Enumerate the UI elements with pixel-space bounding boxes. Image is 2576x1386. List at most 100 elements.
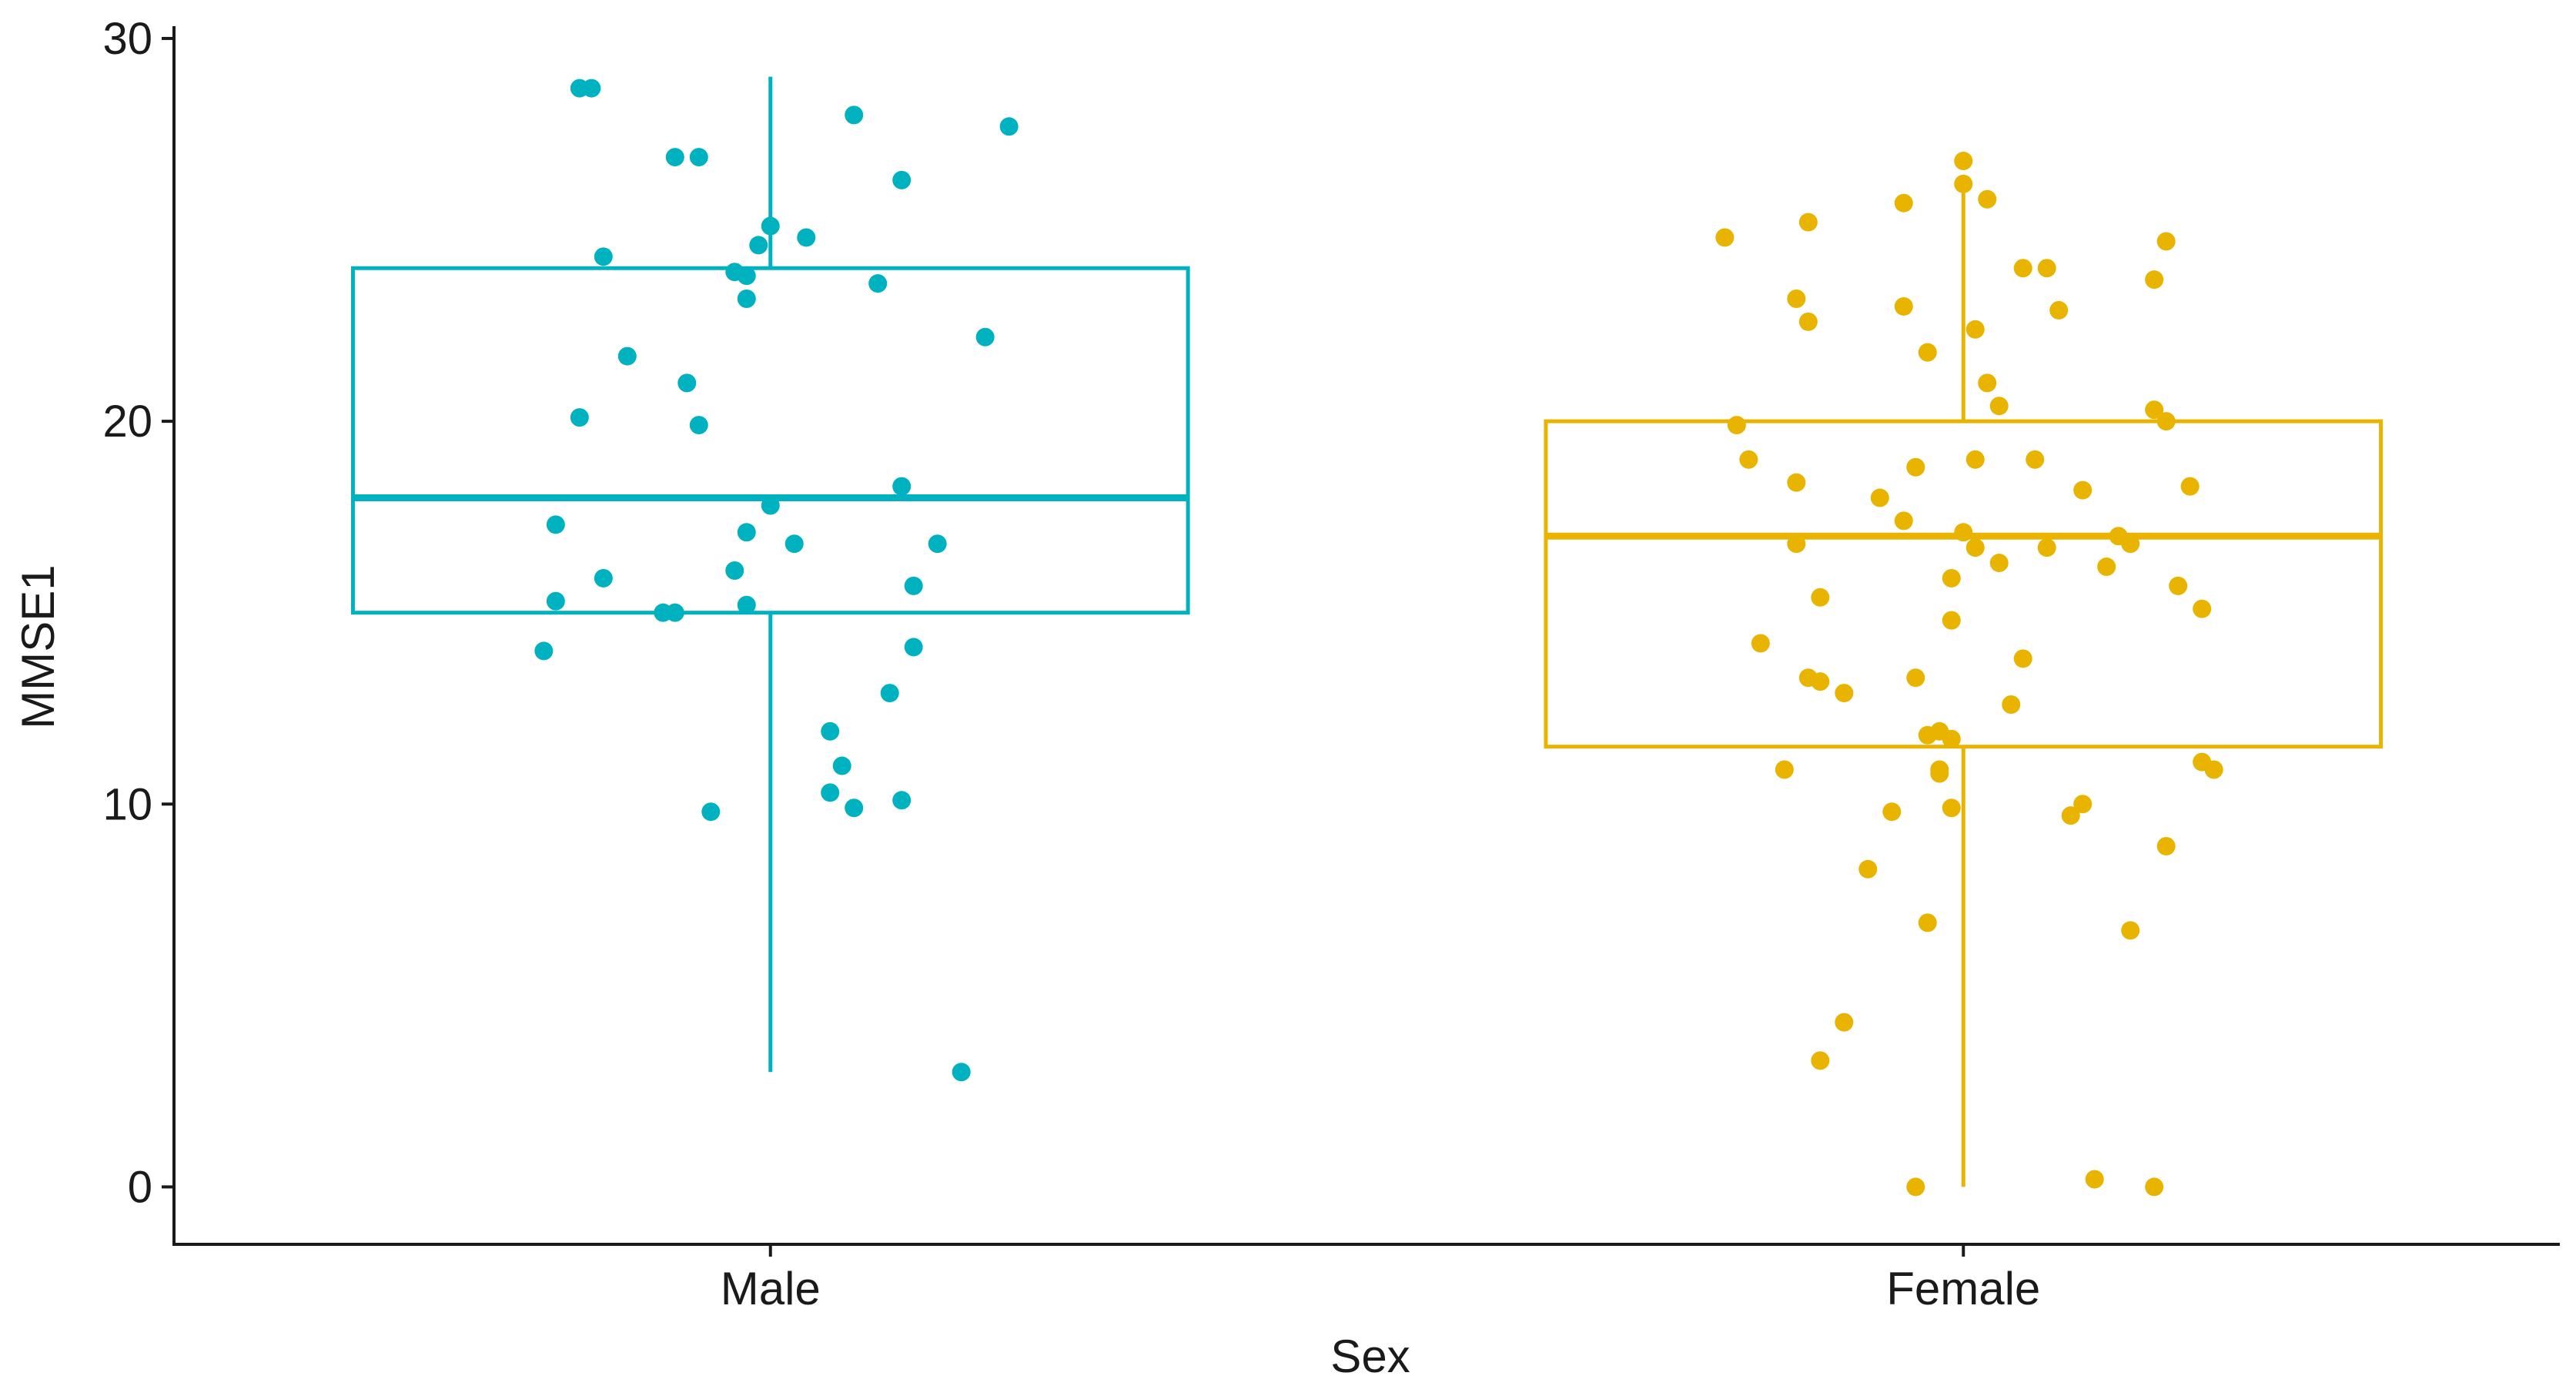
data-point [797,228,816,247]
data-point [845,798,864,818]
data-point [737,266,756,286]
data-point [570,408,589,427]
data-point [1989,397,2009,416]
data-point [2156,232,2176,251]
data-point [1906,668,1925,688]
data-point [1954,174,1973,193]
data-point [749,236,768,255]
data-point [1906,457,1925,477]
data-point [582,79,601,98]
plot-area [350,76,2384,1197]
data-point [701,802,721,822]
data-point [677,373,697,393]
data-point [737,523,756,542]
data-point [546,591,565,611]
data-point [2073,480,2093,500]
data-point [928,534,947,554]
x-tick-label: Male [721,1263,821,1314]
data-point [654,603,673,622]
x-tick-label: Female [1886,1263,2040,1314]
data-point [2061,806,2080,825]
data-point [617,346,637,366]
data-point [2002,695,2021,715]
data-point [1882,802,1902,822]
data-point [2180,477,2200,496]
data-point [1835,684,1854,703]
data-point [2145,1177,2164,1197]
data-point [2145,400,2164,420]
x-axis-title: Sex [1330,1331,1410,1382]
data-point [1811,1051,1830,1070]
data-point [1787,473,1806,492]
data-point [2013,649,2032,668]
data-point [892,791,912,810]
data-point [904,576,923,595]
data-point [1811,672,1830,691]
data-point [2169,576,2188,595]
data-point [1870,488,1889,507]
data-point [1906,1177,1925,1197]
data-point [1835,1013,1854,1032]
data-point [2121,534,2140,554]
data-point [761,496,780,515]
data-point [785,534,804,554]
data-point [737,290,756,309]
data-point [880,684,899,703]
data-point [1965,538,1985,557]
data-point [1715,228,1735,247]
data-point [999,117,1019,136]
data-point [1798,213,1818,232]
data-point [1918,913,1937,932]
data-point [1954,523,1973,542]
data-point [2037,538,2056,557]
data-point [594,247,613,266]
data-point [2026,450,2045,469]
data-point [1918,725,1937,745]
data-point [1942,611,1961,630]
data-point [975,327,995,346]
data-point [845,105,864,125]
data-point [2156,836,2176,855]
y-tick-label: 20 [102,397,152,447]
y-tick-label: 0 [128,1162,152,1212]
data-point [665,148,684,167]
data-point [2085,1170,2104,1189]
data-point [2193,599,2212,618]
data-point [1787,534,1806,554]
data-point [1811,588,1830,607]
data-point [534,641,554,661]
data-point [2073,795,2093,814]
data-point [2121,921,2140,940]
data-point [2037,259,2056,278]
data-point [1989,554,2009,573]
y-tick-label: 10 [102,779,152,829]
data-point [1942,798,1961,818]
data-point [892,477,912,496]
data-point [892,170,912,189]
y-axis-title: MMSE1 [12,564,64,728]
data-point [594,568,613,588]
group-female [1544,152,2384,1197]
y-tick-label: 30 [102,14,152,64]
data-point [1894,193,1913,213]
data-point [761,216,780,236]
data-point [1954,152,1973,171]
data-point [1978,373,1997,393]
box-iqr [1544,419,2384,749]
data-point [1978,189,1997,209]
data-point [952,1063,971,1082]
data-point [868,274,888,293]
data-point [1787,290,1806,309]
data-point [832,756,851,775]
data-point [1727,416,1746,435]
data-point [1942,568,1961,588]
box-iqr [350,266,1190,615]
data-point [1858,859,1878,879]
axes: 0 10 20 30 Male Female [102,14,2560,1314]
data-point [689,416,708,435]
data-point [1918,343,1937,362]
data-point [1894,511,1913,531]
data-point [2204,760,2223,779]
data-point [1775,760,1794,779]
